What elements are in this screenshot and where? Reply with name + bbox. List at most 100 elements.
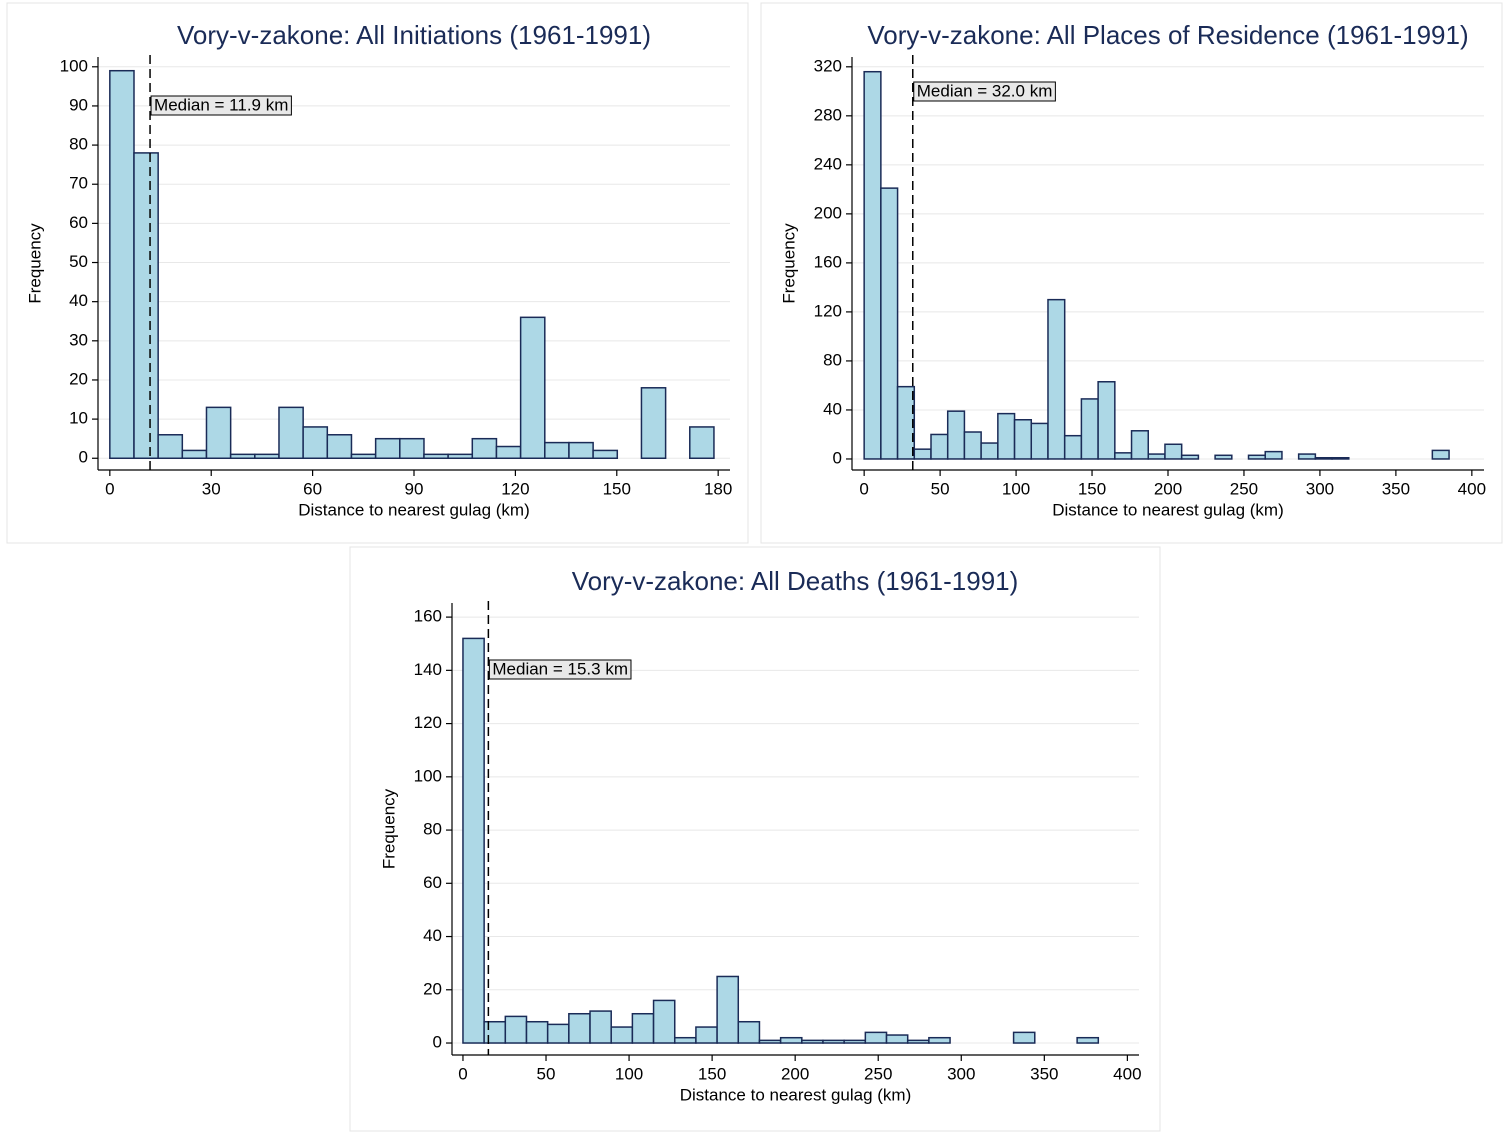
y-tick-label: 80	[69, 135, 88, 154]
y-axis-label: Frequency	[379, 788, 398, 869]
y-tick-label: 320	[814, 56, 842, 75]
y-tick-label: 90	[69, 95, 88, 114]
bar	[880, 187, 899, 460]
bar	[1130, 430, 1149, 460]
median-label: Median = 15.3 km	[492, 659, 628, 678]
x-tick-label: 300	[947, 1064, 975, 1083]
bar	[689, 426, 715, 460]
y-tick-label: 100	[414, 766, 442, 785]
y-axis-label: Frequency	[25, 223, 44, 304]
bar	[1147, 453, 1166, 460]
bar	[504, 1015, 528, 1044]
bar	[1114, 452, 1133, 460]
y-tick-label: 70	[69, 174, 88, 193]
x-tick-label: 150	[1078, 479, 1106, 498]
x-tick-label: 30	[202, 479, 221, 498]
bar	[525, 1020, 549, 1044]
x-tick-label: 300	[1306, 479, 1334, 498]
bar	[1013, 419, 1033, 460]
x-tick-label: 400	[1458, 479, 1486, 498]
bar	[1247, 454, 1266, 460]
median-box	[150, 95, 292, 116]
bar	[640, 387, 667, 460]
bar	[302, 426, 329, 460]
bar	[1080, 398, 1099, 460]
bar	[1314, 456, 1333, 460]
y-tick-label: 0	[833, 448, 842, 467]
bar	[716, 975, 740, 1044]
bar	[930, 433, 949, 460]
bar	[254, 453, 280, 460]
bar	[610, 1026, 634, 1044]
x-tick-label: 0	[859, 479, 868, 498]
bar	[350, 453, 377, 460]
y-tick-label: 160	[814, 252, 842, 271]
bar	[928, 1036, 951, 1044]
y-tick-label: 0	[79, 448, 88, 467]
bar	[589, 1010, 612, 1044]
y-tick-label: 140	[414, 660, 442, 679]
x-tick-label: 350	[1382, 479, 1410, 498]
x-tick-label: 250	[1230, 479, 1258, 498]
bar	[471, 437, 498, 460]
bar	[447, 453, 474, 460]
bar	[399, 437, 425, 460]
x-tick-label: 0	[105, 479, 114, 498]
bar	[1012, 1031, 1036, 1044]
bar	[1431, 449, 1450, 460]
bar	[963, 431, 982, 460]
x-tick-label: 120	[501, 479, 529, 498]
bar	[181, 449, 208, 460]
y-tick-label: 30	[69, 330, 88, 349]
bar	[1076, 1036, 1100, 1044]
bar	[544, 441, 570, 460]
bar	[1164, 443, 1183, 460]
y-tick-label: 100	[60, 56, 88, 75]
x-tick-label: 50	[931, 479, 950, 498]
bar	[737, 1020, 761, 1044]
median-label: Median = 11.9 km	[154, 95, 288, 114]
x-tick-label: 180	[704, 479, 732, 498]
bar	[462, 637, 485, 1044]
bar	[229, 453, 256, 460]
bar	[1097, 381, 1116, 460]
bar	[885, 1034, 909, 1044]
bar	[631, 1012, 655, 1044]
bar	[1047, 298, 1066, 460]
chart-title: Vory-v-zakone: All Initiations (1961-199…	[177, 20, 651, 50]
bar	[1264, 450, 1283, 460]
y-tick-label: 280	[814, 105, 842, 124]
bar	[1030, 422, 1049, 460]
x-tick-label: 90	[405, 479, 424, 498]
x-tick-label: 0	[458, 1064, 467, 1083]
x-tick-label: 400	[1113, 1064, 1141, 1083]
bar	[423, 453, 449, 460]
x-tick-label: 100	[1002, 479, 1030, 498]
bar	[495, 445, 522, 460]
bar	[1297, 453, 1317, 460]
bar	[801, 1039, 824, 1044]
bar	[374, 437, 401, 460]
bar	[758, 1039, 782, 1044]
y-tick-label: 40	[423, 926, 442, 945]
bar	[896, 385, 916, 460]
y-tick-label: 200	[814, 203, 842, 222]
bar	[822, 1039, 845, 1044]
bar	[779, 1036, 803, 1044]
median-label: Median = 32.0 km	[917, 81, 1053, 100]
bar	[592, 449, 619, 460]
x-axis-label: Distance to nearest gulag (km)	[1052, 500, 1284, 519]
y-tick-label: 20	[423, 979, 442, 998]
bar	[1214, 454, 1233, 460]
bar	[546, 1023, 570, 1044]
bar	[133, 152, 159, 460]
bar	[568, 441, 594, 460]
median-box	[488, 659, 632, 680]
bar	[673, 1036, 697, 1044]
bar	[946, 410, 966, 460]
x-tick-label: 200	[781, 1064, 809, 1083]
bar	[864, 1031, 888, 1044]
bar	[1063, 434, 1083, 460]
y-tick-label: 40	[69, 291, 88, 310]
